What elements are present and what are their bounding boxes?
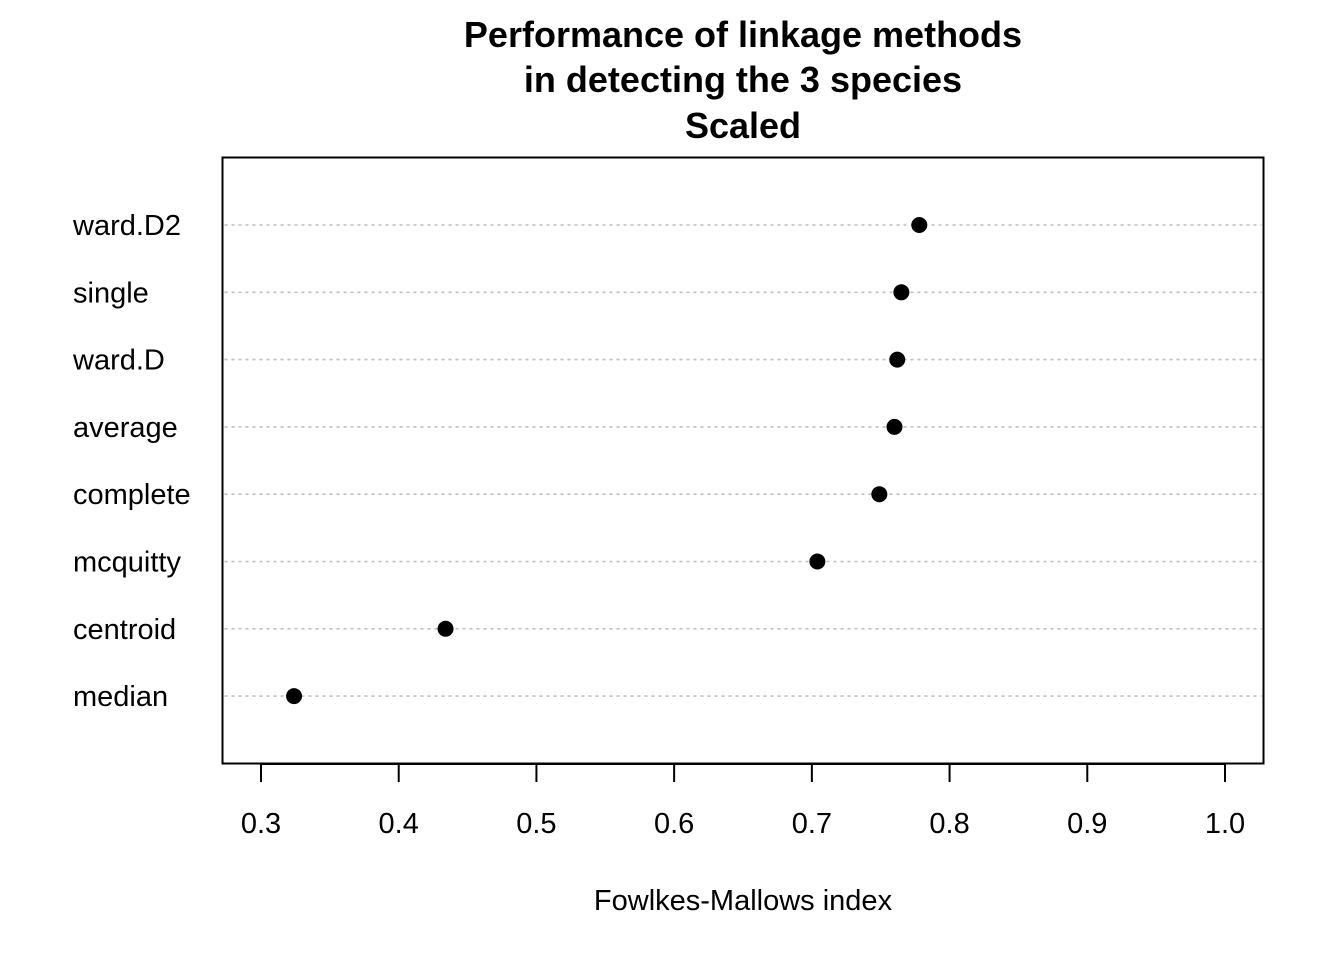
category-label: complete bbox=[73, 479, 191, 511]
category-label: average bbox=[73, 412, 178, 444]
data-points bbox=[286, 217, 928, 705]
data-point bbox=[437, 620, 454, 637]
category-label: ward.D2 bbox=[72, 210, 181, 242]
x-axis: 0.3 0.4 0.5 0.6 0.7 0.8 0.9 1.0 bbox=[241, 763, 1245, 840]
data-point bbox=[893, 284, 910, 301]
category-label: ward.D bbox=[72, 345, 165, 377]
chart-title-line-1: Performance of linkage methods bbox=[464, 14, 1022, 55]
data-point bbox=[911, 217, 928, 233]
data-point bbox=[886, 418, 903, 435]
x-tick-label: 1.0 bbox=[1205, 808, 1245, 840]
category-label: median bbox=[73, 681, 168, 713]
plot-frame bbox=[221, 156, 1265, 765]
category-label: centroid bbox=[73, 614, 176, 646]
x-tick-label: 0.5 bbox=[516, 808, 556, 840]
x-tick-label: 0.6 bbox=[654, 808, 694, 840]
data-point bbox=[889, 351, 906, 368]
x-tick-label: 0.7 bbox=[792, 808, 832, 840]
chart-title-line-2: in detecting the 3 species bbox=[524, 59, 962, 100]
data-point bbox=[809, 553, 826, 570]
x-tick-label: 0.8 bbox=[929, 808, 969, 840]
x-tick-label: 0.3 bbox=[241, 808, 281, 840]
category-labels: ward.D2 single ward.D average complete mcquit… bbox=[72, 210, 191, 713]
x-tick-label: 0.4 bbox=[379, 808, 419, 840]
guide-lines bbox=[224, 224, 1262, 697]
chart-title-line-3: Scaled bbox=[685, 105, 801, 146]
category-label: single bbox=[73, 277, 149, 309]
x-tick-label: 0.9 bbox=[1067, 808, 1107, 840]
data-point bbox=[871, 486, 888, 503]
chart-title: Performance of linkage methods in detect… bbox=[464, 14, 1022, 146]
x-axis-label: Fowlkes-Mallows index bbox=[594, 885, 893, 917]
data-point bbox=[286, 688, 303, 705]
category-label: mcquitty bbox=[73, 547, 181, 579]
